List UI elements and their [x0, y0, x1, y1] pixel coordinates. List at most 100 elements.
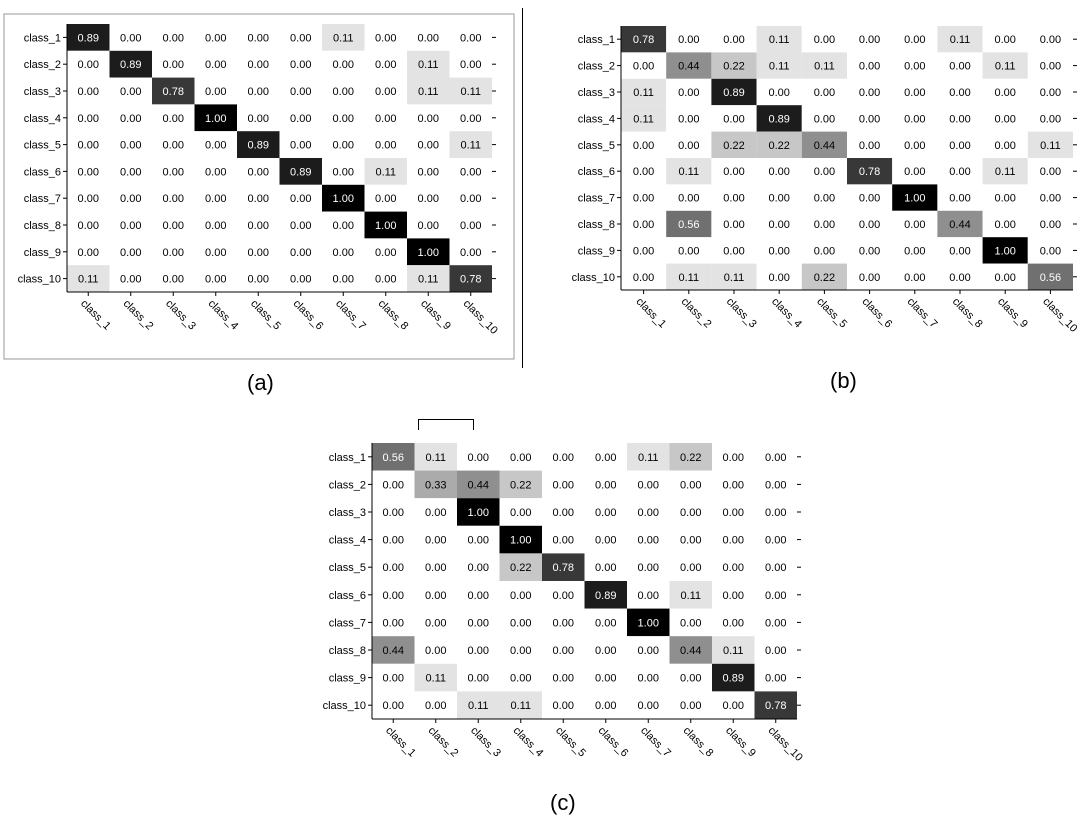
cell-value: 0.00 [765, 452, 786, 464]
matrix-cell [627, 498, 670, 526]
cell-value: 0.00 [375, 59, 396, 71]
x-tick-label: class_8 [950, 296, 985, 331]
cell-value: 0.00 [468, 452, 489, 464]
matrix-cell [982, 158, 1028, 185]
cell-value: 0.11 [814, 61, 835, 73]
cell-value: 0.00 [553, 590, 574, 602]
confusion-matrix-c: 0.56 0.11 0.00 0.00 0.00 0.00 0.11 0.22 0.00 0.00… [323, 443, 805, 764]
matrix-cell [982, 78, 1028, 106]
cell-value: 0.00 [163, 274, 184, 286]
cell-value: 0.89 [595, 590, 616, 602]
cell-value: 0.00 [814, 245, 835, 257]
cell-value: 0.00 [595, 617, 616, 629]
cell-value: 1.00 [994, 245, 1015, 257]
matrix-cell [756, 210, 802, 238]
matrix-cell [937, 78, 983, 106]
matrix-cell [712, 636, 755, 664]
matrix-cell [542, 636, 585, 664]
cell-value: 0.00 [678, 245, 699, 257]
cell-value: 0.00 [949, 193, 970, 205]
cell-value: 0.00 [375, 193, 396, 205]
cell-value: 0.11 [1040, 140, 1061, 152]
cell-value: 0.00 [383, 590, 404, 602]
cell-value: 0.00 [78, 247, 99, 259]
matrix-cell [669, 581, 712, 609]
cell-value: 0.00 [765, 590, 786, 602]
y-tick-label: class_6 [329, 590, 366, 602]
matrix-cell [237, 158, 280, 185]
matrix-cell [621, 78, 667, 106]
cell-value: 0.00 [333, 140, 354, 152]
cell-value: 0.00 [290, 220, 311, 232]
cell-value: 0.00 [680, 700, 701, 712]
matrix-cell [584, 443, 627, 471]
matrix-cell [372, 498, 415, 526]
matrix-cell [621, 52, 667, 79]
cell-value: 0.00 [768, 87, 789, 99]
matrix-cell [542, 691, 585, 719]
cell-value: 0.11 [633, 113, 654, 125]
matrix-cell [279, 50, 322, 78]
cell-value: 0.00 [994, 87, 1015, 99]
cell-value: 0.22 [680, 452, 701, 464]
matrix-cell [669, 470, 712, 499]
cell-value: 0.00 [425, 535, 446, 547]
cell-value: 0.00 [595, 452, 616, 464]
caption-a: (a) [247, 370, 274, 395]
matrix-cell [152, 158, 195, 185]
matrix-cell [414, 608, 457, 637]
x-tick-label: class_3 [724, 296, 759, 331]
matrix-cell [711, 105, 757, 132]
matrix-cell [982, 105, 1028, 132]
y-tick-label: class_2 [329, 479, 366, 491]
matrix-cell [542, 663, 585, 692]
matrix-cell [892, 105, 938, 132]
cell-value: 0.00 [904, 166, 925, 178]
cell-value: 0.00 [638, 479, 659, 491]
cell-value: 0.00 [375, 113, 396, 125]
matrix-cell [364, 104, 407, 132]
cell-value: 0.00 [723, 617, 744, 629]
y-tick-label: class_6 [24, 166, 61, 178]
matrix-cell [542, 525, 585, 554]
matrix-cell [67, 184, 110, 212]
matrix-cell [152, 104, 195, 132]
matrix-cell [1027, 52, 1073, 79]
matrix-cell [847, 210, 893, 238]
cell-value: 0.00 [678, 34, 699, 46]
cell-value: 0.00 [553, 673, 574, 685]
cell-value: 0.11 [724, 272, 745, 284]
y-tick-label: class_9 [329, 673, 366, 685]
matrix-cell [109, 238, 152, 266]
matrix-cell [711, 184, 757, 211]
cell-value: 0.00 [723, 166, 744, 178]
x-tick-label: class_6 [859, 296, 894, 331]
x-tick-label: class_8 [376, 298, 411, 333]
matrix-cell [712, 498, 755, 526]
cell-value: 0.00 [949, 272, 970, 284]
matrix-cell [1027, 78, 1073, 106]
cell-value: 0.00 [633, 193, 654, 205]
cell-value: 0.00 [468, 562, 489, 574]
cell-value: 0.00 [425, 645, 446, 657]
matrix-cell [109, 104, 152, 132]
y-tick-label: class_4 [578, 113, 615, 125]
x-tick-label: class_6 [596, 725, 631, 760]
matrix-cell [237, 77, 280, 105]
cell-value: 0.11 [510, 700, 531, 712]
cell-value: 0.00 [510, 673, 531, 685]
matrix-cell [414, 581, 457, 609]
cell-value: 0.00 [1040, 219, 1061, 231]
cell-value: 0.00 [595, 673, 616, 685]
matrix-cell [372, 581, 415, 609]
matrix-cell [279, 24, 322, 51]
cell-value: 0.00 [949, 140, 970, 152]
cell-value: 0.00 [460, 247, 481, 259]
x-tick-label: class_9 [723, 725, 758, 760]
cell-value: 0.00 [638, 700, 659, 712]
cell-value: 0.00 [814, 219, 835, 231]
cell-value: 0.00 [418, 220, 439, 232]
matrix-cell [194, 184, 237, 212]
cell-value: 0.00 [120, 274, 141, 286]
matrix-cell [847, 52, 893, 79]
